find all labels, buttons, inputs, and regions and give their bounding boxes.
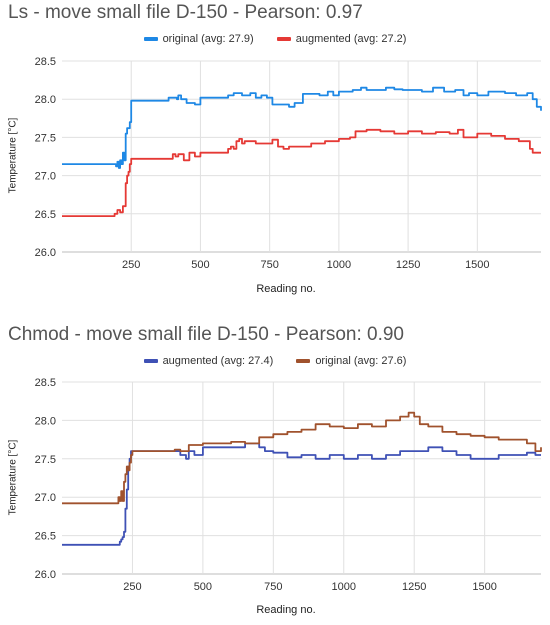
legend-label: augmented (avg: 27.4) [162,355,274,367]
legend-swatch-augmented [276,37,291,42]
x-tick-label: 250 [123,581,141,593]
x-tick-label: 500 [194,581,212,593]
y-tick-label: 27.5 [35,454,56,466]
x-tick-label: 1500 [472,581,496,593]
x-axis-label: Reading no. [256,604,316,616]
y-tick-label: 27.5 [35,132,56,144]
y-tick-label: 28.5 [35,377,56,389]
legend-label: augmented (avg: 27.2) [295,33,407,45]
plot-area: 26.0 26.5 27.0 27.5 28.0 28.5 250 500 750 1000 125… [35,56,542,271]
chart-ls: Ls - move small file D-150 - Pearson: 0.… [0,0,550,305]
legend-item-original[interactable]: original (avg: 27.9) [143,33,254,45]
x-tick-label: 250 [122,259,140,271]
y-tick-label: 27.0 [35,492,56,504]
legend-swatch-augmented [143,359,158,364]
legend-item-original[interactable]: original (avg: 27.6) [296,355,406,367]
x-tick-label: 1000 [327,259,351,271]
y-tick-label: 28.5 [35,56,56,68]
legend-item-augmented[interactable]: augmented (avg: 27.4) [143,355,274,367]
series-line-0 [62,86,542,169]
y-tick-label: 28.0 [35,415,56,427]
plot-area: 26.0 26.5 27.0 27.5 28.0 28.5 250 500 750 1000 125… [35,377,542,593]
legend-swatch-original [296,359,311,364]
chart-chmod: Chmod - move small file D-150 - Pearson:… [0,322,550,622]
legend-item-augmented[interactable]: augmented (avg: 27.2) [276,33,407,45]
x-tick-label: 750 [264,581,282,593]
x-tick-label: 1500 [465,259,489,271]
x-tick-label: 500 [191,259,209,271]
y-tick-label: 26.0 [35,569,56,581]
legend-label: original (avg: 27.9) [162,33,254,45]
y-tick-label: 26.0 [35,247,56,259]
chart-legend: original (avg: 27.9) augmented (avg: 27.… [0,33,550,45]
chart-title: Chmod - move small file D-150 - Pearson:… [8,324,404,345]
chart-legend: augmented (avg: 27.4) original (avg: 27.… [0,355,550,367]
y-tick-label: 26.5 [35,531,56,543]
series-line-1 [62,128,541,218]
x-tick-label: 750 [260,259,278,271]
y-tick-label: 28.0 [35,94,56,106]
series-line-0 [62,442,541,546]
y-tick-label: 27.0 [35,171,56,183]
x-tick-label: 1000 [332,581,356,593]
series-line-1 [62,411,542,505]
chart-title: Ls - move small file D-150 - Pearson: 0.… [8,2,363,23]
x-tick-label: 1250 [396,259,420,271]
legend-label: original (avg: 27.6) [315,355,407,367]
legend-swatch-original [143,37,158,42]
x-tick-label: 1250 [402,581,426,593]
x-axis-label: Reading no. [256,283,316,295]
y-tick-label: 26.5 [35,209,56,221]
